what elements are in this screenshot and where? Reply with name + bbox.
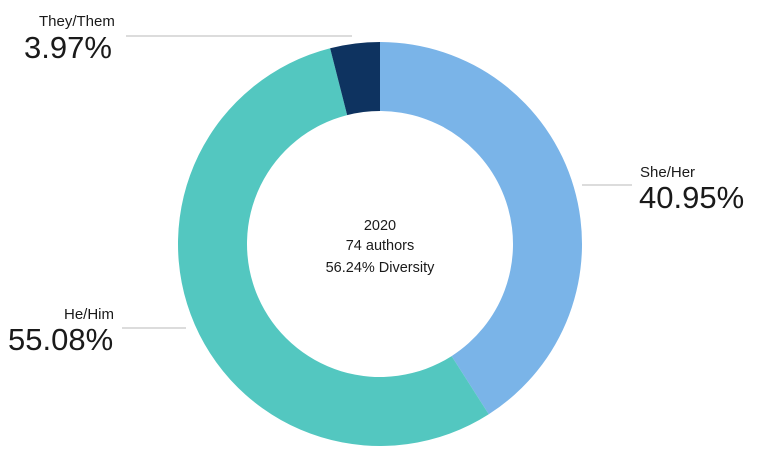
slice-label-he-him: He/Him xyxy=(64,306,114,323)
slice-value-he-him: 55.08% xyxy=(8,322,113,357)
donut-slice-she-her xyxy=(380,42,582,415)
slice-label-they-them: They/Them xyxy=(39,13,115,30)
annotation-he-him: He/Him 55.08% xyxy=(8,306,186,357)
donut-slice-he-him xyxy=(177,48,489,447)
slice-value-she-her: 40.95% xyxy=(639,180,744,215)
center-label: 2020 74 authors 56.24% Diversity xyxy=(326,218,436,276)
annotation-she-her: She/Her 40.95% xyxy=(582,164,744,215)
center-authors: 74 authors xyxy=(346,238,415,254)
center-diversity: 56.24% Diversity xyxy=(326,260,436,276)
slice-value-they-them: 3.97% xyxy=(24,30,112,65)
slice-label-she-her: She/Her xyxy=(640,164,695,181)
donut-slice-they-them xyxy=(330,42,380,116)
annotation-they-them: They/Them 3.97% xyxy=(24,13,352,65)
donut-slices xyxy=(177,42,582,447)
center-year: 2020 xyxy=(364,218,396,234)
